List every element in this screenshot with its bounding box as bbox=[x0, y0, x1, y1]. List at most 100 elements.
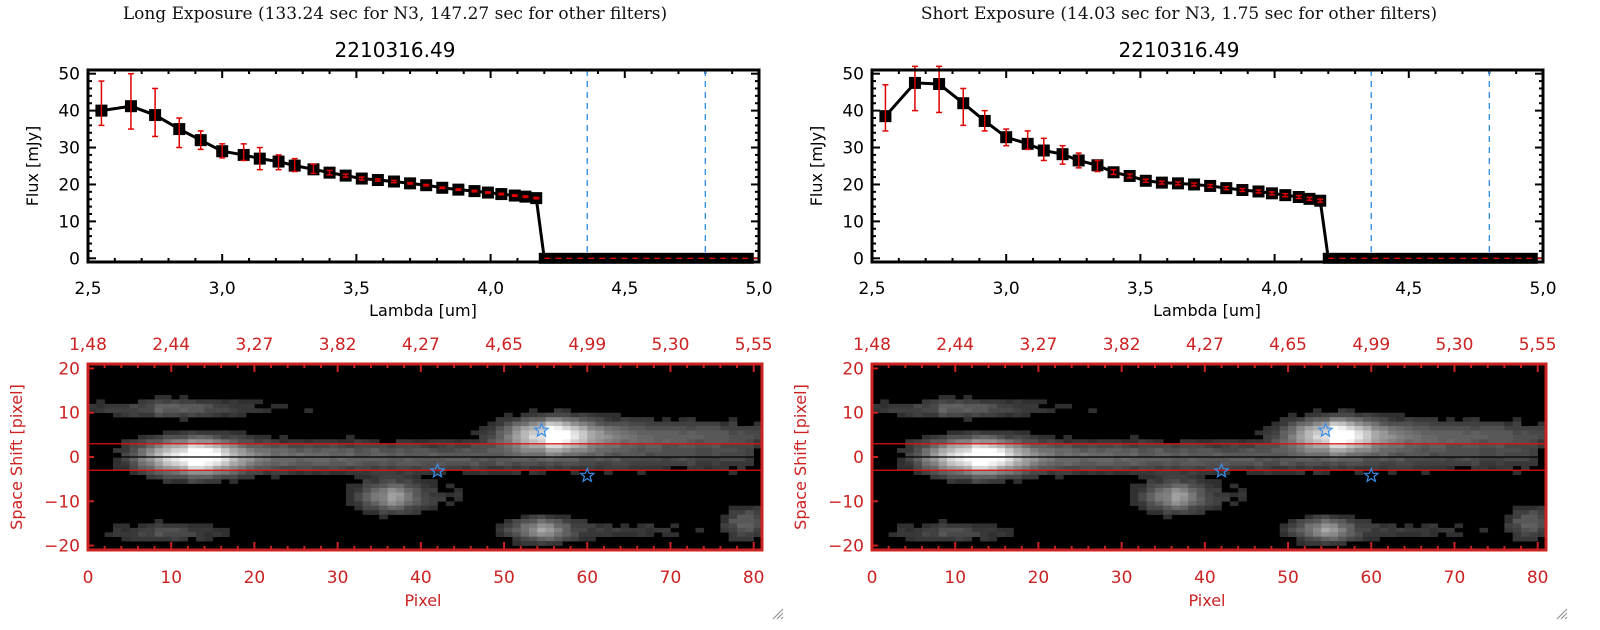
image-pixel bbox=[1279, 417, 1289, 422]
image-pixel bbox=[938, 536, 948, 542]
image-pixel bbox=[687, 421, 696, 427]
image-pixel bbox=[703, 448, 713, 453]
image-pixel bbox=[1362, 439, 1372, 445]
image-pixel bbox=[1371, 421, 1380, 427]
image-pixel bbox=[1188, 443, 1197, 449]
image-pixel bbox=[645, 421, 655, 427]
image-pixel bbox=[1171, 452, 1181, 458]
image-pixel bbox=[1163, 461, 1172, 467]
image-pixel bbox=[545, 461, 555, 467]
image-pixel bbox=[129, 457, 139, 462]
image-pixel bbox=[196, 474, 205, 480]
image-pixel bbox=[1221, 492, 1231, 498]
image-pixel bbox=[1213, 501, 1222, 507]
image-pixel bbox=[687, 434, 696, 440]
image-pixel bbox=[520, 514, 530, 520]
image-pixel bbox=[362, 461, 372, 467]
image-pixel bbox=[512, 434, 521, 440]
image-pixel bbox=[412, 465, 422, 471]
image-pixel bbox=[1346, 532, 1355, 538]
image-pixel bbox=[1304, 541, 1314, 546]
image-pixel bbox=[737, 527, 746, 533]
image-pixel bbox=[720, 465, 730, 471]
image-pixel bbox=[1387, 452, 1397, 458]
y-axis-label: Space Shift [pixel] bbox=[7, 384, 26, 530]
image-pixel bbox=[913, 412, 923, 418]
image-pixel bbox=[204, 523, 214, 529]
resize-grip-icon[interactable] bbox=[1554, 606, 1568, 620]
image-pixel bbox=[1188, 439, 1197, 445]
image-pixel bbox=[603, 448, 613, 453]
image-pixel bbox=[578, 465, 588, 471]
image-pixel bbox=[1396, 461, 1405, 467]
image-pixel bbox=[938, 403, 948, 409]
image-pixel bbox=[988, 443, 998, 449]
x-tick-label: 60 bbox=[1360, 568, 1382, 588]
image-pixel bbox=[628, 532, 638, 538]
image-pixel bbox=[171, 461, 180, 467]
image-pixel bbox=[246, 448, 255, 453]
image-pixel bbox=[1296, 541, 1305, 546]
image-pixel bbox=[1346, 465, 1355, 471]
image-pixel bbox=[712, 439, 721, 445]
resize-grip-icon[interactable] bbox=[770, 606, 784, 620]
image-pixel bbox=[695, 448, 705, 453]
image-pixel bbox=[1446, 527, 1455, 533]
image-pixel bbox=[137, 439, 147, 445]
image-pixel bbox=[1271, 461, 1281, 467]
image-pixel bbox=[1479, 465, 1489, 471]
image-pixel bbox=[146, 452, 155, 458]
image-pixel bbox=[653, 430, 663, 436]
image-pixel bbox=[720, 426, 730, 431]
image-pixel bbox=[637, 527, 646, 533]
image-pixel bbox=[1437, 448, 1447, 453]
y-tick-label: 40 bbox=[58, 102, 80, 122]
image-pixel bbox=[1121, 448, 1131, 453]
image-pixel bbox=[1487, 461, 1497, 467]
image-pixel bbox=[1304, 457, 1314, 462]
image-pixel bbox=[1080, 439, 1089, 445]
image-pixel bbox=[612, 412, 621, 418]
image-pixel bbox=[896, 408, 906, 414]
image-pixel bbox=[1362, 443, 1372, 449]
image-pixel bbox=[996, 434, 1006, 440]
image-pixel bbox=[420, 470, 430, 476]
image-pixel bbox=[1387, 470, 1397, 476]
x-tick-label: 30 bbox=[1111, 568, 1133, 588]
image-pixel bbox=[1329, 523, 1339, 529]
image-pixel bbox=[529, 417, 538, 422]
image-pixel bbox=[454, 461, 463, 467]
image-pixel bbox=[595, 417, 605, 422]
image-pixel bbox=[437, 496, 447, 502]
image-pixel bbox=[1387, 523, 1397, 529]
x-tick-label: 4,5 bbox=[1395, 279, 1422, 299]
image-pixel bbox=[379, 452, 388, 458]
image-pixel bbox=[1288, 527, 1297, 533]
image-pixel bbox=[187, 527, 197, 533]
image-pixel bbox=[1379, 532, 1389, 538]
data-point-marker bbox=[732, 252, 744, 264]
image-pixel bbox=[1013, 461, 1023, 467]
image-pixel bbox=[587, 434, 596, 440]
image-pixel bbox=[1412, 461, 1422, 467]
image-pixel bbox=[1521, 430, 1530, 436]
image-pixel bbox=[454, 465, 463, 471]
image-pixel bbox=[637, 523, 646, 529]
image-pixel bbox=[980, 448, 989, 453]
image-pixel bbox=[1337, 527, 1347, 533]
image-pixel bbox=[412, 483, 422, 489]
image-pixel bbox=[545, 523, 555, 529]
image-pixel bbox=[287, 439, 297, 445]
image-pixel bbox=[1204, 457, 1214, 462]
image-pixel bbox=[1263, 452, 1272, 458]
image-pixel bbox=[595, 532, 605, 538]
image-pixel bbox=[1487, 430, 1497, 436]
x-tick-label: 20 bbox=[1028, 568, 1050, 588]
image-pixel bbox=[312, 448, 322, 453]
image-pixel bbox=[896, 457, 906, 462]
image-pixel bbox=[678, 421, 688, 427]
y-tick-label: −20 bbox=[828, 537, 864, 557]
image-pixel bbox=[1437, 457, 1447, 462]
image-pixel bbox=[687, 465, 696, 471]
image-pixel bbox=[678, 443, 688, 449]
